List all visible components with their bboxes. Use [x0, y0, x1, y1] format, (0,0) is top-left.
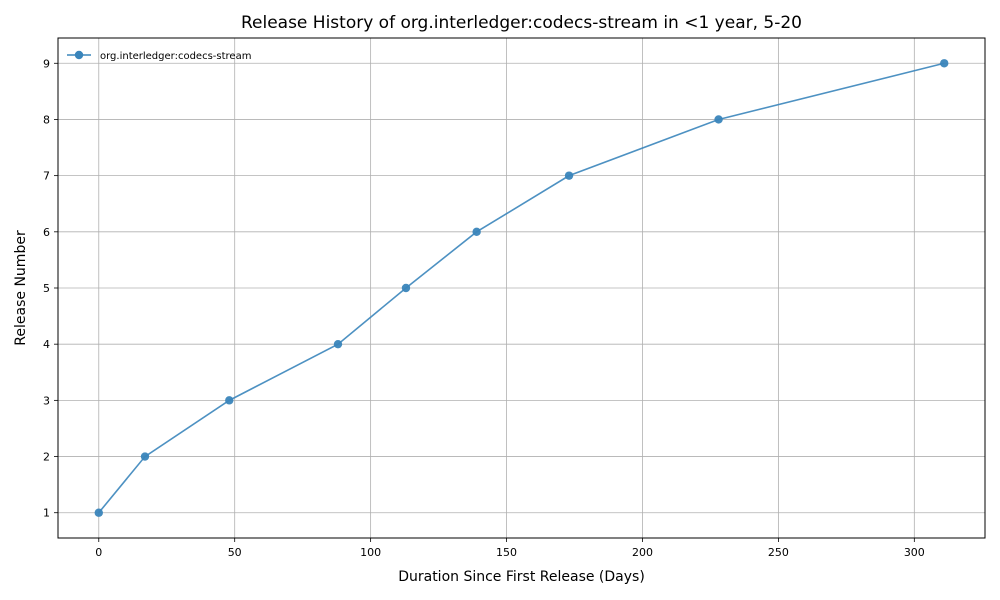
x-tick-label: 50 [228, 546, 242, 559]
x-tick-label: 200 [632, 546, 653, 559]
legend-marker [74, 50, 84, 60]
x-axis-label: Duration Since First Release (Days) [398, 569, 645, 585]
grid-lines [58, 38, 985, 538]
x-tick-label: 250 [768, 546, 789, 559]
data-point [940, 59, 949, 68]
y-tick-label: 5 [43, 282, 50, 295]
y-tick-label: 1 [43, 507, 50, 520]
x-tick-label: 100 [360, 546, 381, 559]
data-point [140, 452, 150, 461]
y-tick-label: 6 [43, 226, 50, 239]
x-tick-label: 150 [496, 546, 517, 559]
x-tick-label: 0 [95, 546, 102, 559]
data-point [401, 283, 411, 293]
y-tick-label: 4 [43, 338, 50, 351]
series-layer [94, 59, 949, 517]
legend: org.interledger:codecs-stream [67, 50, 251, 62]
data-point [225, 396, 234, 405]
axis-ticks: 0 50 100 150 200 250 300 1 2 3 4 5 6 7 8 9 [43, 57, 925, 559]
y-tick-label: 9 [43, 57, 50, 70]
legend-label: org.interledger:codecs-stream [100, 51, 251, 62]
y-tick-label: 2 [43, 451, 50, 464]
data-point [714, 115, 723, 124]
y-axis-label: Release Number [13, 230, 29, 346]
chart-title: Release History of org.interledger:codec… [241, 13, 802, 33]
data-point [94, 508, 103, 517]
x-tick-label: 300 [904, 546, 925, 559]
y-tick-label: 8 [43, 113, 50, 126]
data-point [472, 227, 481, 237]
y-tick-label: 3 [43, 394, 50, 407]
data-point [333, 339, 343, 349]
y-tick-label: 7 [43, 170, 50, 183]
data-point [564, 171, 574, 180]
